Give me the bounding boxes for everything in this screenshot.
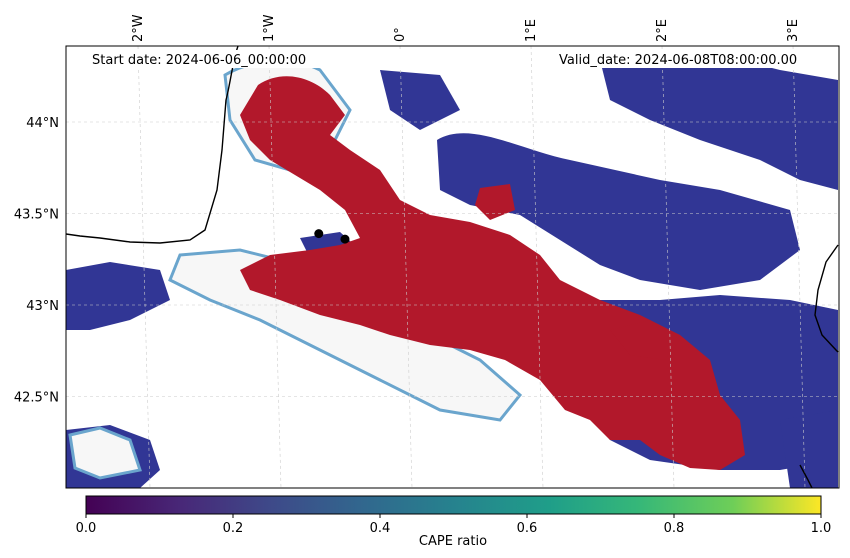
colorbar-tick-label: 0.0: [76, 521, 97, 536]
colorbar-label: CAPE ratio: [419, 534, 487, 549]
station-marker: [340, 234, 350, 244]
meridian-line: [661, 46, 675, 488]
lat-tick-label: 42.5°N: [14, 391, 59, 406]
meridian-line: [399, 46, 413, 488]
station-marker: [314, 229, 324, 239]
cape-high-regions: [240, 76, 745, 471]
colorbar-tick-label: 0.6: [517, 521, 538, 536]
latitude-labels: 44°N 43.5°N 43°N 42.5°N: [14, 116, 59, 406]
lon-tick-label: 0°: [393, 27, 408, 42]
meridian-line: [268, 46, 282, 488]
meridian-line: [792, 46, 806, 488]
lon-tick-label: 1°E: [524, 19, 539, 42]
meridian-line: [530, 46, 544, 488]
valid-label-bg: [555, 50, 825, 68]
lat-tick-label: 43°N: [26, 299, 59, 314]
colorbar: [85, 495, 822, 515]
colorbar-tick-label: 0.8: [664, 521, 685, 536]
colorbar-tick-label: 0.4: [370, 521, 391, 536]
colorbar-tick-label: 1.0: [811, 521, 832, 536]
graticule: [66, 46, 839, 488]
lon-tick-label: 2°W: [131, 14, 146, 42]
station-markers: [314, 229, 350, 244]
lon-tick-label: 1°W: [262, 14, 277, 42]
colorbar-ticks: 0.0 0.2 0.4 0.6 0.8 1.0: [76, 514, 832, 536]
valid-date-label: Valid_date: 2024-06-08T08:00:00.00: [559, 53, 797, 68]
meridian-line: [137, 46, 151, 488]
lat-tick-label: 43.5°N: [14, 208, 59, 223]
lat-tick-label: 44°N: [26, 116, 59, 131]
longitude-labels: 2°W 1°W 0° 1°E 2°E 3°E: [131, 14, 801, 42]
colorbar-tick-label: 0.2: [223, 521, 244, 536]
map-area: Start date: 2024-06-06_00:00:00 Valid_da…: [66, 46, 839, 488]
lon-tick-label: 2°E: [655, 19, 670, 42]
start-label-bg: [86, 50, 416, 68]
start-date-label: Start date: 2024-06-06_00:00:00: [92, 53, 306, 68]
map-frame: [65, 45, 840, 489]
lon-tick-label: 3°E: [786, 19, 801, 42]
